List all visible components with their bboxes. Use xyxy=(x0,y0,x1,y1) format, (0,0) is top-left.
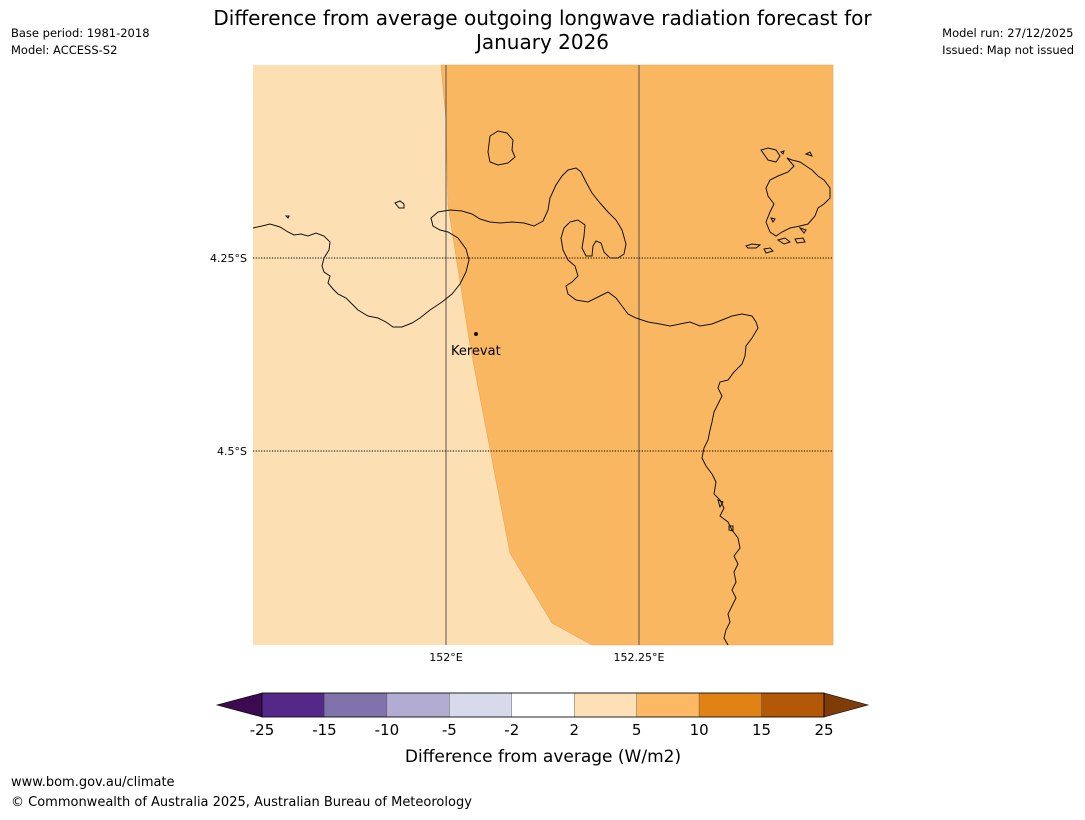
colorbar-bin xyxy=(449,692,512,718)
colorbar: -25 -15 -10 -5 -2 2 5 10 15 25 xyxy=(215,692,870,739)
colorbar-tick-label: 25 xyxy=(814,721,833,739)
colorbar-bin xyxy=(386,692,450,718)
kerevat-label: Kerevat xyxy=(451,344,501,359)
colorbar-bin xyxy=(761,692,825,718)
colorbar-tick-label: 10 xyxy=(690,721,709,739)
colorbar-tick-label: 15 xyxy=(752,721,771,739)
latitude-label-4-5: 4.5°S xyxy=(217,445,247,458)
colorbar-tick-label: -10 xyxy=(375,721,400,739)
colorbar-bin xyxy=(511,692,575,718)
colorbar-tick-label: -25 xyxy=(250,721,275,739)
copyright-text: © Commonwealth of Australia 2025, Austra… xyxy=(11,795,472,810)
colorbar-bin xyxy=(574,692,637,718)
kerevat-marker xyxy=(474,332,478,336)
map-title-line1: Difference from average outgoing longwav… xyxy=(213,6,872,30)
longitude-label-152: 152°E xyxy=(429,651,462,664)
metadata-left: Base period: 1981-2018 Model: ACCESS-S2 xyxy=(11,25,150,59)
longitude-label-152-25: 152.25°E xyxy=(614,651,665,664)
colorbar-outline xyxy=(261,692,825,718)
colorbar-tick-label: 5 xyxy=(632,721,642,739)
colorbar-extension-low xyxy=(215,692,263,718)
website-text: www.bom.gov.au/climate xyxy=(11,775,175,790)
anomaly-region-5-to-10 xyxy=(440,64,834,646)
colorbar-extension-high xyxy=(823,692,870,718)
colorbar-tick-label: -15 xyxy=(312,721,337,739)
map-title-line2: January 2026 xyxy=(475,30,610,54)
latitude-label-4-25: 4.25°S xyxy=(210,252,247,265)
issued-text: Issued: Map not issued xyxy=(942,43,1074,57)
model-text: Model: ACCESS-S2 xyxy=(11,43,118,57)
colorbar-bin xyxy=(698,692,762,718)
base-period-text: Base period: 1981-2018 xyxy=(11,26,150,40)
colorbar-bin xyxy=(324,692,388,718)
model-run-text: Model run: 27/12/2025 xyxy=(942,26,1074,40)
coastline xyxy=(252,130,831,646)
colorbar-tick-label: 2 xyxy=(569,721,579,739)
map-title: Difference from average outgoing longwav… xyxy=(0,6,1085,54)
colorbar-bin xyxy=(261,692,325,718)
metadata-right: Model run: 27/12/2025 Issued: Map not is… xyxy=(942,25,1074,59)
colorbar-tick-label: -5 xyxy=(442,721,457,739)
colorbar-tick-label: -2 xyxy=(504,721,519,739)
colorbar-bin xyxy=(636,692,700,718)
colorbar-title: Difference from average (W/m2) xyxy=(405,747,681,767)
